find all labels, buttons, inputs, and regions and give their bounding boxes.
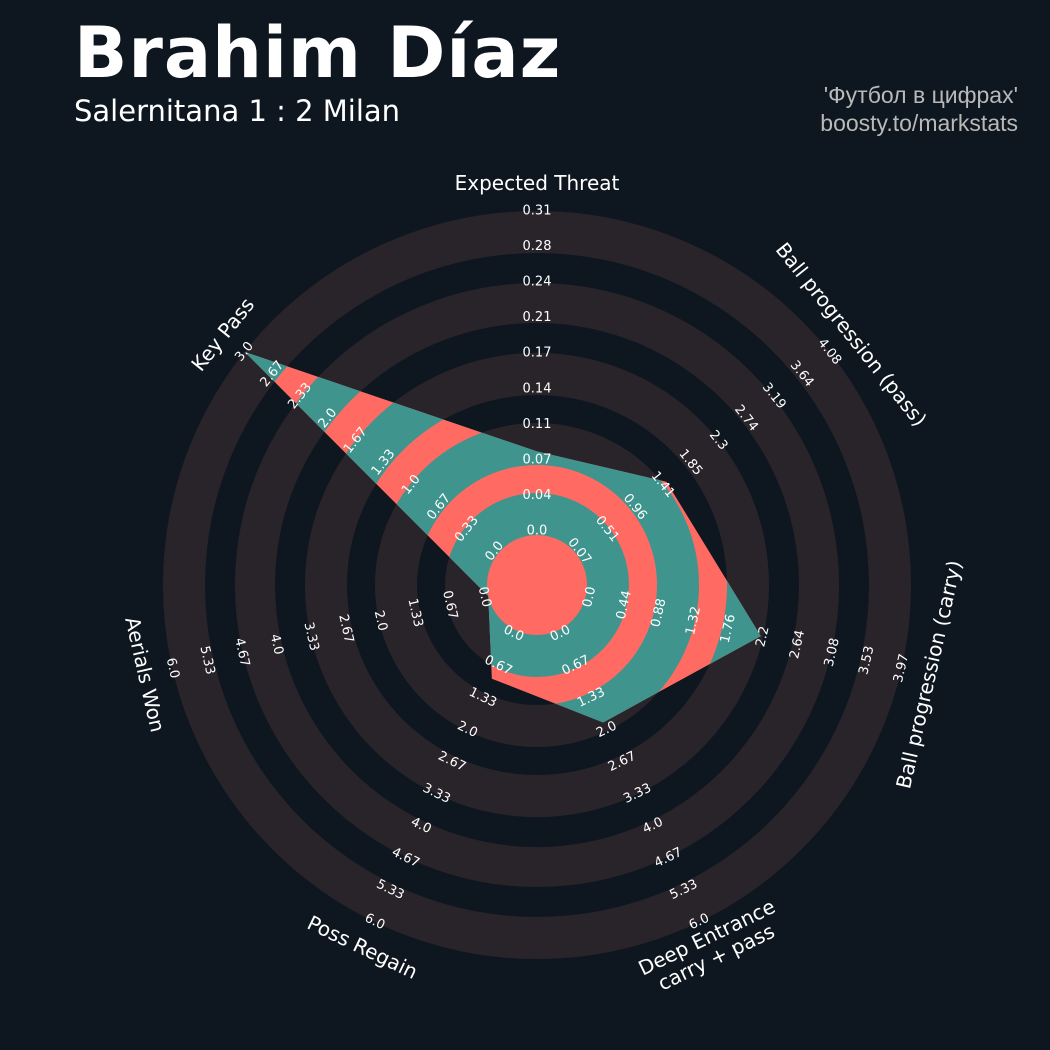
tick-label: 2.67 bbox=[335, 613, 356, 645]
tick-label: 3.33 bbox=[301, 621, 322, 653]
player-name-title: Brahim Díaz bbox=[74, 12, 562, 94]
tick-label: 0.21 bbox=[523, 310, 552, 325]
tick-label: 2.64 bbox=[787, 629, 808, 661]
tick-label: 2.2 bbox=[753, 625, 772, 649]
tick-label: 0.31 bbox=[523, 204, 552, 219]
tick-label: 0.44 bbox=[614, 589, 635, 621]
tick-label: 0.0 bbox=[580, 585, 599, 609]
tick-label: 3.08 bbox=[822, 637, 843, 669]
radar-fill-teal-band bbox=[445, 493, 629, 677]
tick-label: 3.53 bbox=[856, 645, 877, 677]
credit-line-2: boosty.to/markstats bbox=[820, 110, 1018, 136]
tick-label: 0.0 bbox=[527, 524, 548, 539]
param-label: Expected Threat bbox=[455, 171, 620, 195]
tick-label: 1.76 bbox=[718, 613, 739, 645]
tick-label: 1.33 bbox=[404, 597, 425, 629]
credit-line-1: 'Футбол в цифрах' bbox=[823, 82, 1018, 108]
param-label: Aerials Won bbox=[120, 614, 170, 734]
tick-label: 3.97 bbox=[891, 652, 912, 684]
tick-label: 2.0 bbox=[371, 609, 390, 633]
tick-label: 0.67 bbox=[439, 589, 460, 621]
tick-label: 6.0 bbox=[163, 656, 182, 680]
tick-label: 4.0 bbox=[267, 633, 286, 657]
tick-label: 0.04 bbox=[523, 488, 552, 503]
tick-label: 0.0 bbox=[475, 585, 494, 609]
tick-label: 0.17 bbox=[523, 346, 552, 361]
tick-label: 0.24 bbox=[523, 275, 552, 290]
tick-label: 0.28 bbox=[523, 239, 552, 254]
tick-label: 0.14 bbox=[523, 381, 552, 396]
tick-label: 1.32 bbox=[683, 605, 704, 637]
tick-label: 0.88 bbox=[648, 597, 669, 629]
tick-label: 0.07 bbox=[523, 452, 552, 467]
tick-label: 4.67 bbox=[231, 637, 252, 669]
tick-label: 5.33 bbox=[197, 645, 218, 677]
match-subtitle: Salernitana 1 : 2 Milan bbox=[74, 94, 401, 128]
tick-label: 0.11 bbox=[523, 417, 552, 432]
